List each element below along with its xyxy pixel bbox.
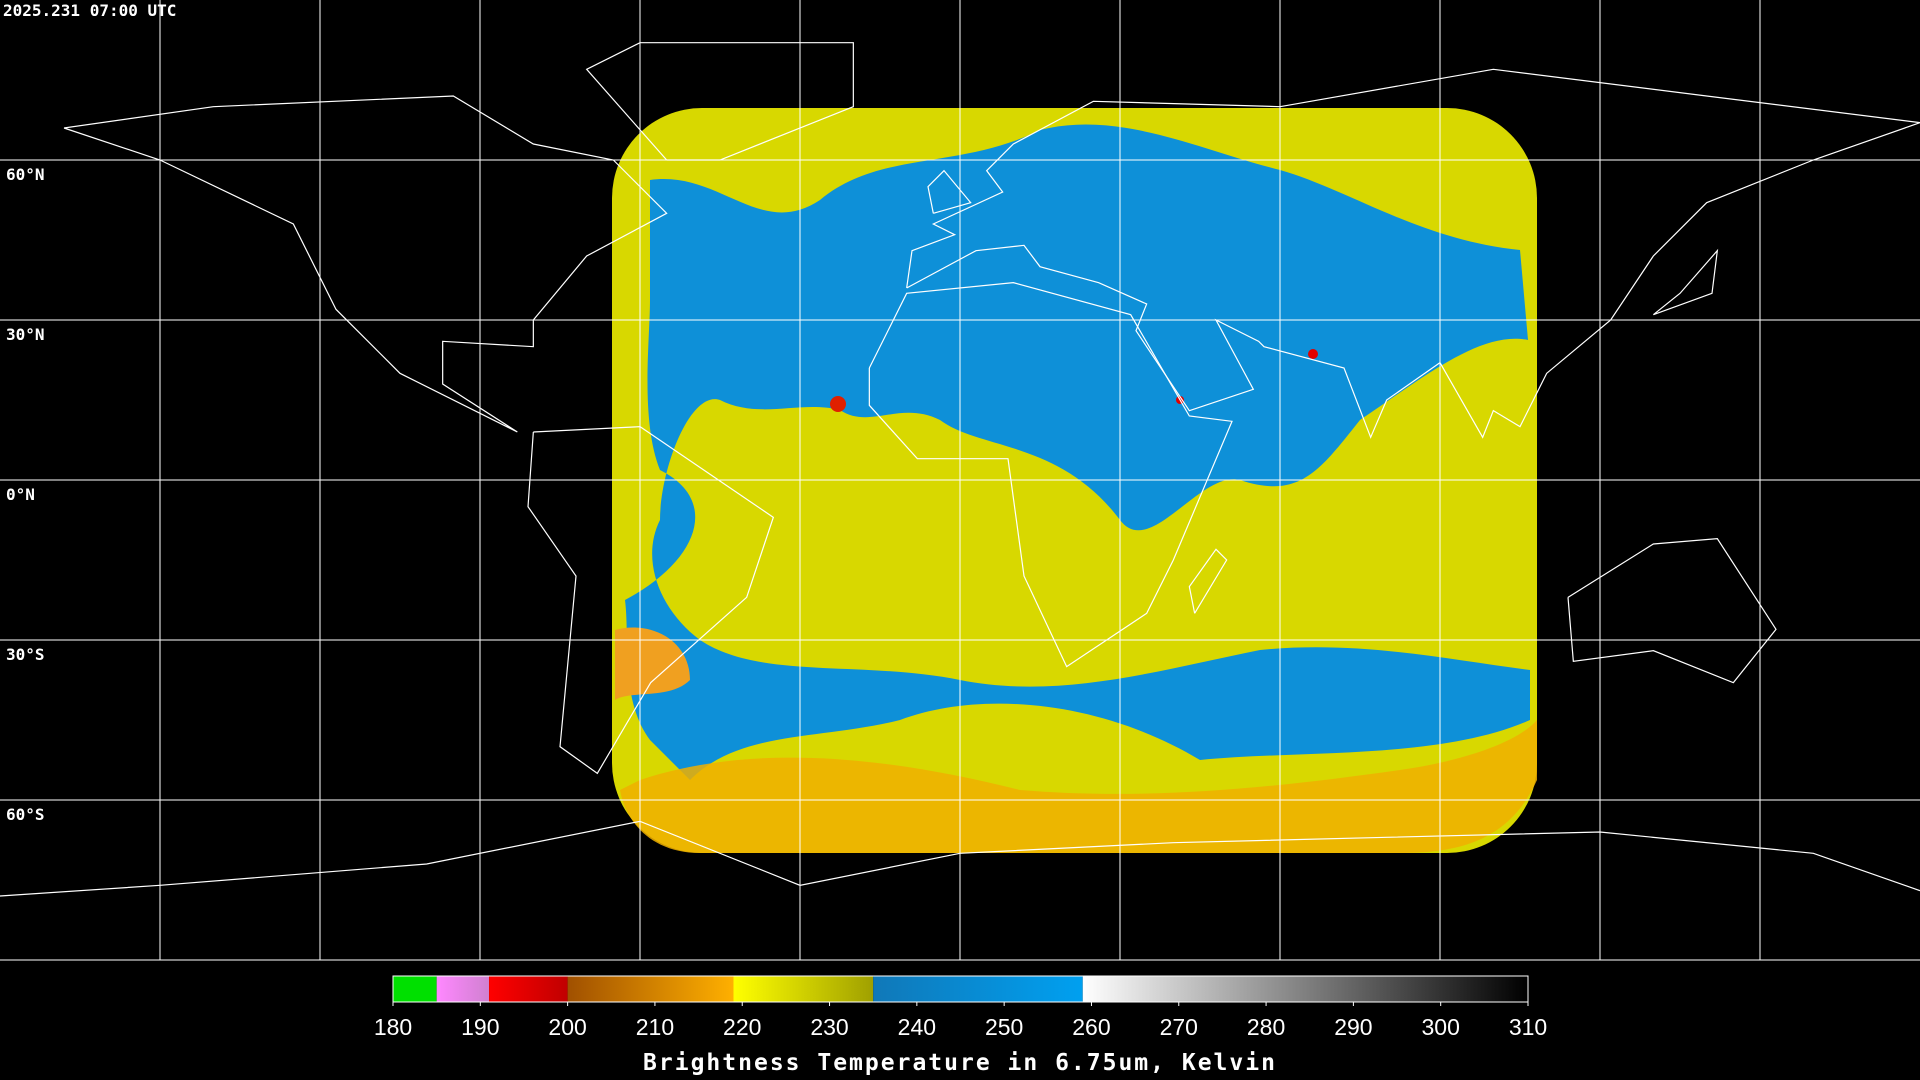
clear-sky-region [625, 124, 1530, 781]
colorbar-tick-label: 290 [1334, 1014, 1372, 1040]
colorbar-tick-label: 210 [636, 1014, 674, 1040]
colorbar-segment [567, 976, 734, 1002]
storm-core [830, 396, 846, 412]
colorbar-tick-label: 180 [374, 1014, 412, 1040]
colorbar-segment [393, 976, 437, 1002]
colorbar-tick-label: 200 [548, 1014, 586, 1040]
coastline [927, 169, 972, 214]
latitude-label: 30°S [6, 645, 45, 664]
colorbar-tick-label: 250 [985, 1014, 1023, 1040]
colorbar-tick-label: 240 [898, 1014, 936, 1040]
coastline [63, 95, 668, 433]
storm-core [1308, 349, 1318, 359]
colorbar-title: Brightness Temperature in 6.75um, Kelvin [643, 1050, 1277, 1076]
colorbar-tick-label: 190 [461, 1014, 499, 1040]
colorbar: Brightness Temperature in 6.75um, Kelvin… [374, 975, 1547, 1076]
cloud-patch [615, 627, 690, 700]
colorbar-tick-label: 230 [810, 1014, 848, 1040]
polar-clouds [620, 720, 1537, 853]
colorbar-segment [436, 976, 490, 1002]
coastline [527, 426, 775, 775]
graticule [0, 0, 1920, 961]
coastline [1652, 248, 1719, 316]
coastline [1567, 538, 1777, 684]
colorbar-tick-label: 260 [1072, 1014, 1110, 1040]
colorbar-frame [392, 975, 1529, 1003]
colorbar-tick-label: 220 [723, 1014, 761, 1040]
colorbar-segment [873, 976, 1083, 1002]
latitude-label: 60°N [6, 165, 45, 184]
coastline [868, 282, 1233, 668]
colorbar-segment [1082, 976, 1528, 1002]
colorbar-tick-label: 310 [1509, 1014, 1547, 1040]
latitude-label: 60°S [6, 805, 45, 824]
coastline [906, 68, 1920, 439]
latitude-label: 0°N [6, 485, 35, 504]
coastline [1188, 548, 1228, 614]
latitude-label: 30°N [6, 325, 45, 344]
colorbar-tick-label: 270 [1160, 1014, 1198, 1040]
timestamp: 2025.231 07:00 UTC [3, 1, 176, 20]
colorbar-segment [733, 976, 874, 1002]
colorbar-segment [489, 976, 568, 1002]
colorbar-tick-label: 300 [1422, 1014, 1460, 1040]
colorbar-tick-label: 280 [1247, 1014, 1285, 1040]
